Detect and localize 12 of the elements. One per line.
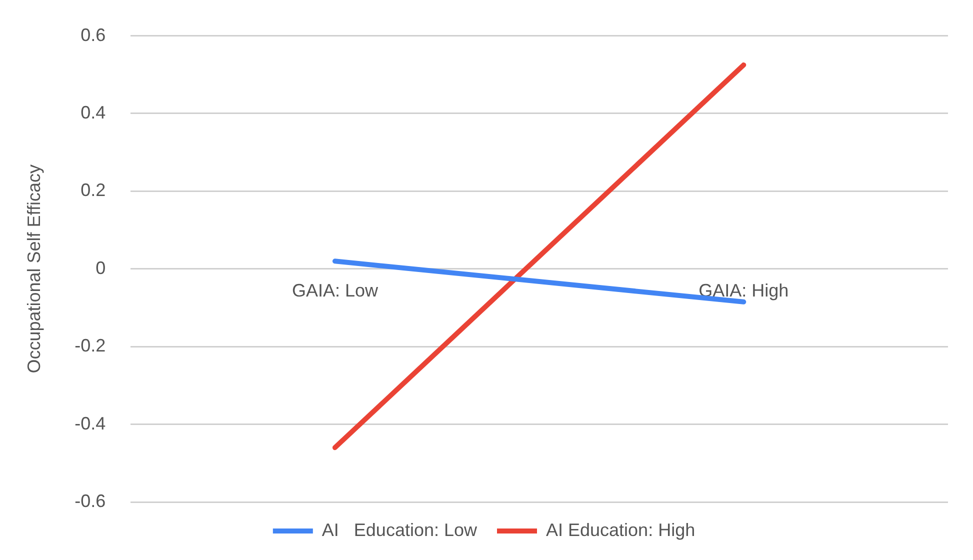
y-axis-title: Occupational Self Efficacy [24,164,44,374]
y-tick-label: -0.6 [74,490,106,511]
y-tick-label: 0.2 [80,180,106,200]
legend-label: AI Education: Low [322,520,478,540]
y-tick-label: 0.4 [80,102,106,122]
y-tick-label: 0.6 [80,24,106,45]
y-tick-label: 0 [96,258,106,278]
y-tick-label: -0.4 [74,413,106,434]
x-tick-label: GAIA: High [698,280,789,301]
x-tick-label: GAIA: Low [292,280,379,301]
y-tick-label: -0.2 [74,336,106,356]
legend-label: AI Education: High [546,520,696,540]
